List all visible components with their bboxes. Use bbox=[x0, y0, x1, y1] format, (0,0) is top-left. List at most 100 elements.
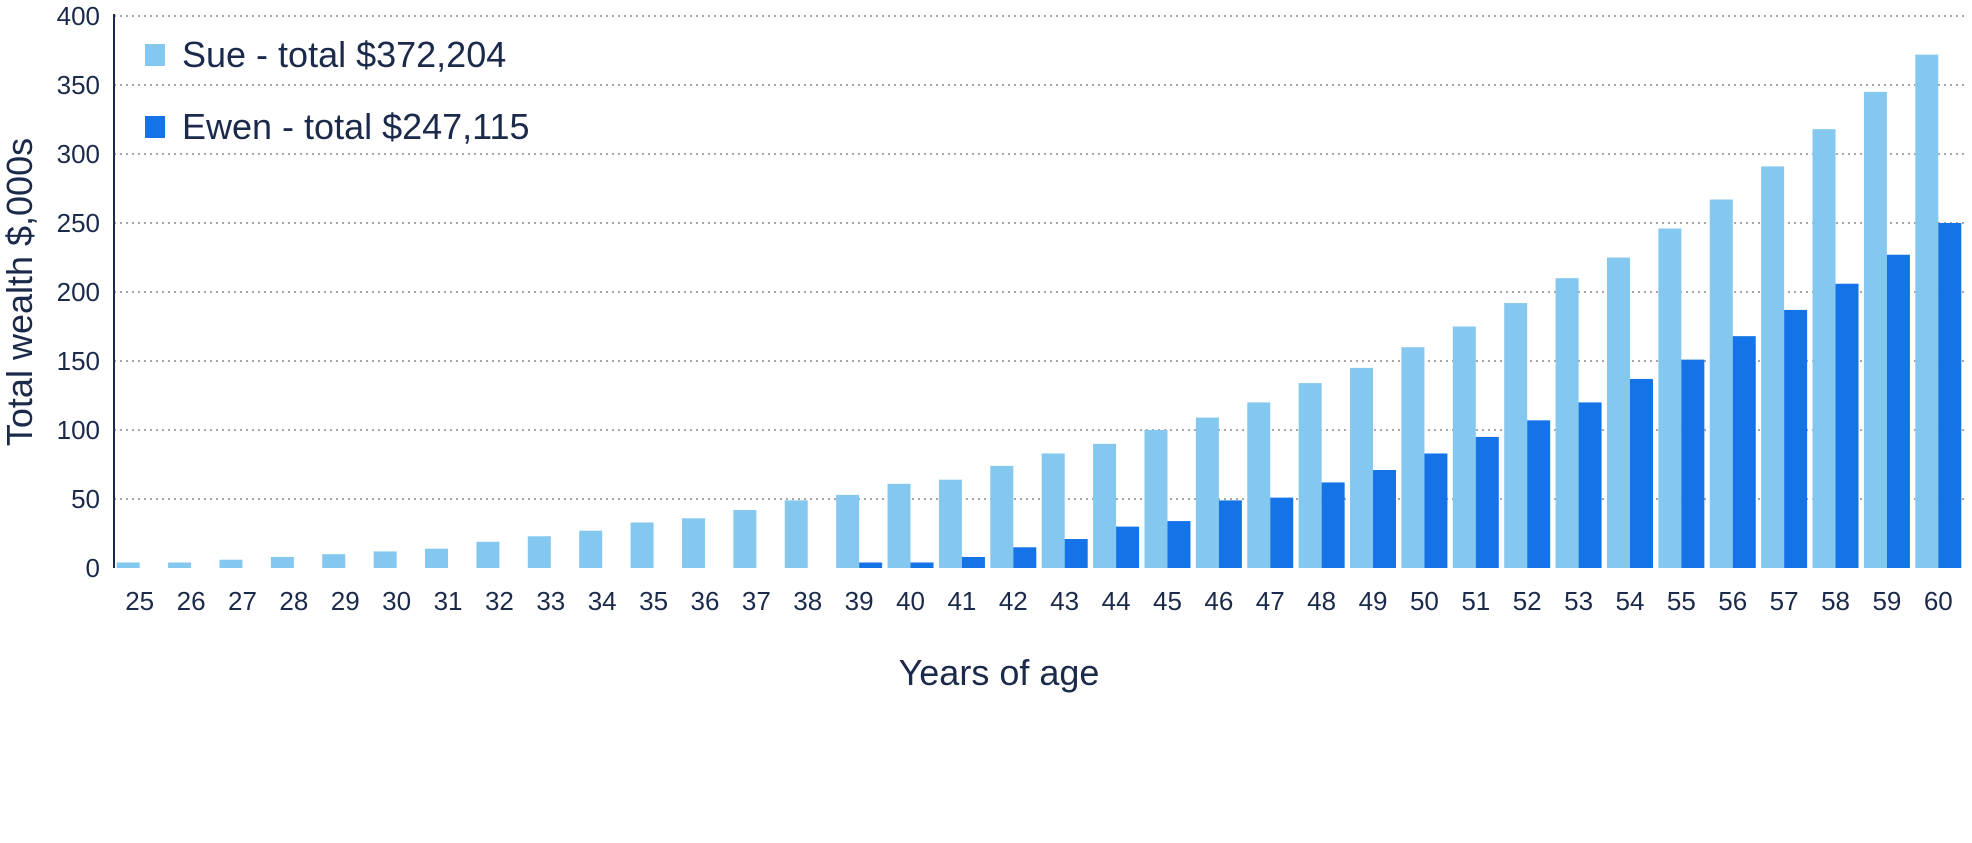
x-tick-label: 32 bbox=[485, 586, 514, 616]
y-tick-label: 0 bbox=[86, 553, 100, 583]
bar-sue bbox=[1863, 91, 1887, 569]
bar-sue bbox=[476, 541, 500, 568]
bar-ewen bbox=[910, 562, 934, 568]
bar-ewen bbox=[1938, 223, 1962, 568]
bar-sue bbox=[1350, 367, 1374, 568]
x-tick-label: 25 bbox=[125, 586, 154, 616]
bar-sue bbox=[168, 562, 192, 568]
x-tick-label: 35 bbox=[639, 586, 668, 616]
x-tick-label: 39 bbox=[845, 586, 874, 616]
bar-ewen bbox=[1784, 309, 1808, 568]
x-tick-label: 51 bbox=[1461, 586, 1490, 616]
x-tick-label: 56 bbox=[1718, 586, 1747, 616]
bar-sue bbox=[1247, 402, 1271, 568]
x-tick-label: 34 bbox=[588, 586, 617, 616]
bar-sue bbox=[836, 494, 860, 568]
x-tick-label: 59 bbox=[1872, 586, 1901, 616]
x-tick-labels: 25 26 27 28 29 30 31 32 33 34 35 36 37 38 39 40 41 42 43 44… bbox=[125, 586, 1953, 616]
x-tick-label: 42 bbox=[999, 586, 1028, 616]
bar-sue bbox=[1504, 303, 1528, 568]
x-tick-label: 58 bbox=[1821, 586, 1850, 616]
y-tick-label: 250 bbox=[57, 208, 100, 238]
x-tick-label: 41 bbox=[947, 586, 976, 616]
x-tick-label: 55 bbox=[1667, 586, 1696, 616]
bar-sue bbox=[1761, 166, 1785, 569]
bar-sue bbox=[1452, 326, 1476, 568]
x-tick-label: 54 bbox=[1616, 586, 1645, 616]
bar-sue bbox=[681, 518, 705, 568]
x-tick-label: 43 bbox=[1050, 586, 1079, 616]
bar-ewen bbox=[1886, 254, 1910, 569]
legend-label-ewen: Ewen - total $247,115 bbox=[182, 106, 530, 147]
bar-ewen bbox=[1013, 547, 1037, 568]
bar-ewen bbox=[1424, 453, 1448, 568]
x-tick-label: 47 bbox=[1256, 586, 1285, 616]
bar-ewen bbox=[1629, 378, 1653, 568]
bar-sue bbox=[1144, 430, 1168, 568]
bar-sue bbox=[219, 559, 243, 568]
bar-ewen bbox=[1527, 420, 1551, 568]
bar-ewen bbox=[1578, 402, 1602, 568]
bar-ewen bbox=[1681, 359, 1705, 568]
bar-sue bbox=[1606, 257, 1630, 568]
x-tick-label: 45 bbox=[1153, 586, 1182, 616]
bar-sue bbox=[733, 510, 757, 568]
bar-ewen bbox=[1167, 521, 1191, 568]
bar-sue bbox=[322, 554, 346, 568]
bar-sue bbox=[938, 479, 962, 568]
x-tick-label: 33 bbox=[536, 586, 565, 616]
x-tick-label: 36 bbox=[691, 586, 720, 616]
x-tick-label: 28 bbox=[279, 586, 308, 616]
bar-ewen bbox=[859, 562, 883, 568]
bar-sue bbox=[1658, 228, 1682, 568]
y-axis-label: Total wealth $,000s bbox=[0, 138, 40, 446]
bar-sue bbox=[1195, 417, 1219, 568]
bar-sue bbox=[990, 465, 1014, 568]
x-axis-label: Years of age bbox=[899, 652, 1100, 693]
bar-sue bbox=[425, 548, 449, 568]
bar-sue bbox=[527, 536, 551, 568]
bar-ewen bbox=[961, 556, 985, 568]
x-tick-label: 27 bbox=[228, 586, 257, 616]
y-tick-label: 350 bbox=[57, 70, 100, 100]
x-tick-label: 48 bbox=[1307, 586, 1336, 616]
x-tick-label: 57 bbox=[1770, 586, 1799, 616]
x-tick-label: 52 bbox=[1513, 586, 1542, 616]
y-tick-labels: 0 50 100 150 200 250 300 350 400 bbox=[57, 1, 100, 583]
x-tick-label: 50 bbox=[1410, 586, 1439, 616]
bar-sue bbox=[1401, 347, 1425, 568]
bar-ewen bbox=[1732, 336, 1756, 568]
bar-sue bbox=[270, 556, 294, 568]
bar-ewen bbox=[1321, 482, 1345, 568]
y-tick-label: 400 bbox=[57, 1, 100, 31]
x-tick-label: 60 bbox=[1924, 586, 1953, 616]
bar-sue bbox=[887, 483, 911, 568]
bar-ewen bbox=[1270, 497, 1294, 568]
bar-sue bbox=[1812, 129, 1836, 568]
y-tick-label: 50 bbox=[71, 484, 100, 514]
legend-label-sue: Sue - total $372,204 bbox=[182, 34, 506, 75]
gridlines bbox=[114, 15, 1964, 500]
x-tick-label: 44 bbox=[1102, 586, 1131, 616]
bar-ewen bbox=[1373, 470, 1397, 568]
y-tick-label: 100 bbox=[57, 415, 100, 445]
bar-sue bbox=[1093, 443, 1117, 568]
bar-sue bbox=[1709, 199, 1733, 569]
bar-sue bbox=[116, 562, 140, 568]
bar-sue bbox=[784, 500, 808, 568]
bar-ewen bbox=[1064, 539, 1088, 568]
x-tick-label: 40 bbox=[896, 586, 925, 616]
bar-ewen bbox=[1475, 436, 1499, 568]
bar-ewen bbox=[1218, 500, 1242, 568]
bar-sue bbox=[1041, 453, 1065, 568]
x-tick-label: 29 bbox=[331, 586, 360, 616]
x-tick-label: 31 bbox=[434, 586, 463, 616]
y-tick-label: 150 bbox=[57, 346, 100, 376]
legend-swatch-ewen bbox=[145, 116, 165, 138]
bar-ewen bbox=[1116, 526, 1140, 568]
bar-sue bbox=[630, 522, 654, 568]
x-tick-label: 49 bbox=[1359, 586, 1388, 616]
bar-ewen bbox=[1835, 283, 1859, 568]
x-tick-label: 26 bbox=[177, 586, 206, 616]
